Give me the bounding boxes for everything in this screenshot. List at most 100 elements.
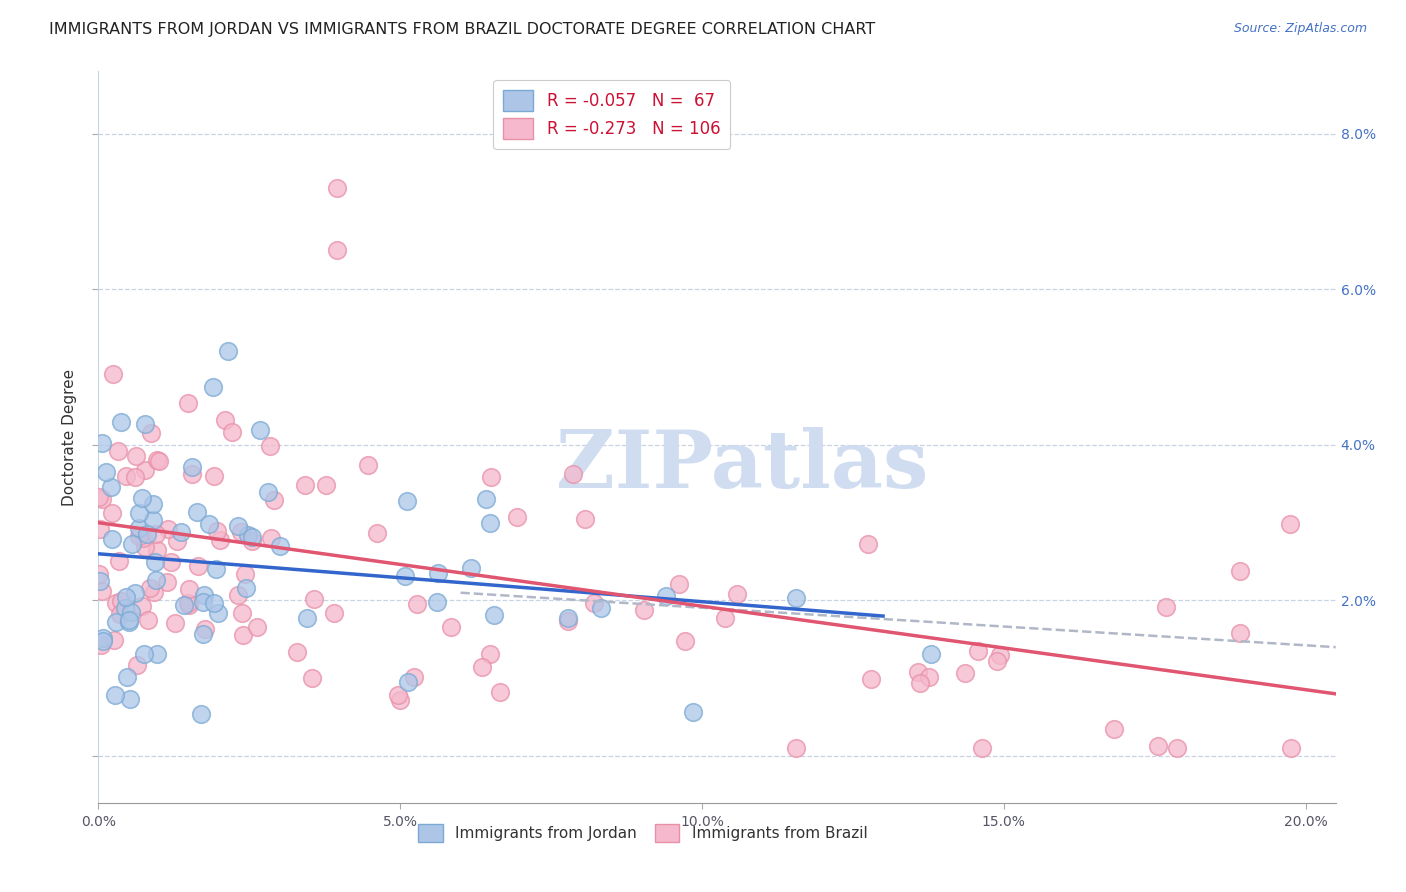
Point bbox=[146, 452, 169, 467]
Point bbox=[233, 566, 256, 581]
Point bbox=[478, 516, 501, 531]
Point bbox=[118, 613, 141, 627]
Point bbox=[146, 648, 169, 662]
Point bbox=[131, 491, 153, 505]
Point bbox=[169, 524, 191, 539]
Point bbox=[114, 591, 136, 605]
Point bbox=[148, 454, 170, 468]
Point bbox=[326, 181, 349, 195]
Point bbox=[682, 705, 704, 719]
Point bbox=[1278, 517, 1301, 532]
Point bbox=[325, 244, 347, 258]
Point bbox=[489, 685, 512, 699]
Point bbox=[145, 527, 167, 541]
Point bbox=[110, 415, 132, 429]
Point bbox=[297, 611, 319, 625]
Point bbox=[87, 566, 110, 581]
Point bbox=[136, 613, 159, 627]
Legend: Immigrants from Jordan, Immigrants from Brazil: Immigrants from Jordan, Immigrants from … bbox=[412, 818, 873, 847]
Point bbox=[323, 606, 346, 620]
Point bbox=[91, 631, 114, 645]
Point bbox=[785, 591, 807, 605]
Point bbox=[506, 510, 529, 524]
Point bbox=[134, 417, 156, 431]
Point bbox=[257, 484, 280, 499]
Point bbox=[269, 539, 291, 553]
Point bbox=[114, 469, 136, 483]
Text: Source: ZipAtlas.com: Source: ZipAtlas.com bbox=[1233, 22, 1367, 36]
Point bbox=[186, 505, 208, 519]
Point bbox=[121, 537, 143, 551]
Point bbox=[165, 615, 187, 630]
Point bbox=[136, 527, 159, 541]
Point bbox=[177, 396, 200, 410]
Point bbox=[986, 654, 1008, 668]
Point bbox=[110, 594, 132, 608]
Point bbox=[226, 519, 249, 533]
Point bbox=[125, 449, 148, 463]
Point bbox=[240, 534, 263, 549]
Point bbox=[990, 648, 1012, 662]
Point bbox=[179, 582, 201, 597]
Point bbox=[91, 436, 114, 450]
Point bbox=[249, 423, 271, 437]
Point bbox=[197, 517, 219, 532]
Point bbox=[910, 675, 932, 690]
Point bbox=[187, 558, 209, 573]
Point bbox=[117, 615, 139, 629]
Point bbox=[96, 465, 118, 479]
Point bbox=[181, 467, 204, 481]
Point bbox=[205, 524, 228, 538]
Point bbox=[953, 666, 976, 681]
Point bbox=[246, 620, 269, 634]
Point bbox=[207, 607, 229, 621]
Point bbox=[159, 555, 181, 569]
Point bbox=[229, 525, 252, 540]
Point bbox=[474, 491, 496, 506]
Point bbox=[142, 513, 165, 527]
Point bbox=[1102, 722, 1125, 736]
Point bbox=[193, 588, 215, 602]
Point bbox=[440, 620, 463, 634]
Point bbox=[285, 644, 308, 658]
Point bbox=[209, 533, 232, 548]
Point bbox=[191, 595, 214, 609]
Point bbox=[128, 521, 150, 535]
Point bbox=[124, 586, 146, 600]
Point bbox=[460, 561, 482, 575]
Point bbox=[91, 583, 114, 598]
Point bbox=[557, 611, 579, 625]
Point bbox=[103, 633, 125, 648]
Point bbox=[115, 670, 138, 684]
Point bbox=[156, 522, 179, 536]
Point bbox=[561, 467, 583, 481]
Point bbox=[482, 607, 505, 622]
Point bbox=[142, 584, 165, 599]
Point bbox=[205, 562, 228, 576]
Point bbox=[132, 647, 155, 661]
Point bbox=[193, 622, 215, 636]
Point bbox=[856, 537, 879, 551]
Point bbox=[181, 460, 204, 475]
Point bbox=[479, 648, 502, 662]
Point bbox=[1146, 739, 1168, 754]
Point bbox=[1229, 564, 1251, 578]
Point bbox=[142, 497, 165, 511]
Point bbox=[214, 413, 236, 427]
Point bbox=[405, 597, 427, 611]
Point bbox=[131, 599, 153, 613]
Point bbox=[970, 741, 993, 756]
Point bbox=[193, 627, 215, 641]
Point bbox=[231, 607, 253, 621]
Point bbox=[107, 443, 129, 458]
Point bbox=[785, 741, 807, 756]
Point bbox=[114, 601, 136, 615]
Point bbox=[89, 574, 111, 588]
Point bbox=[90, 639, 112, 653]
Point bbox=[105, 596, 128, 610]
Point bbox=[202, 380, 225, 394]
Point bbox=[301, 671, 323, 685]
Point bbox=[294, 477, 316, 491]
Point bbox=[141, 425, 163, 440]
Point bbox=[426, 566, 449, 581]
